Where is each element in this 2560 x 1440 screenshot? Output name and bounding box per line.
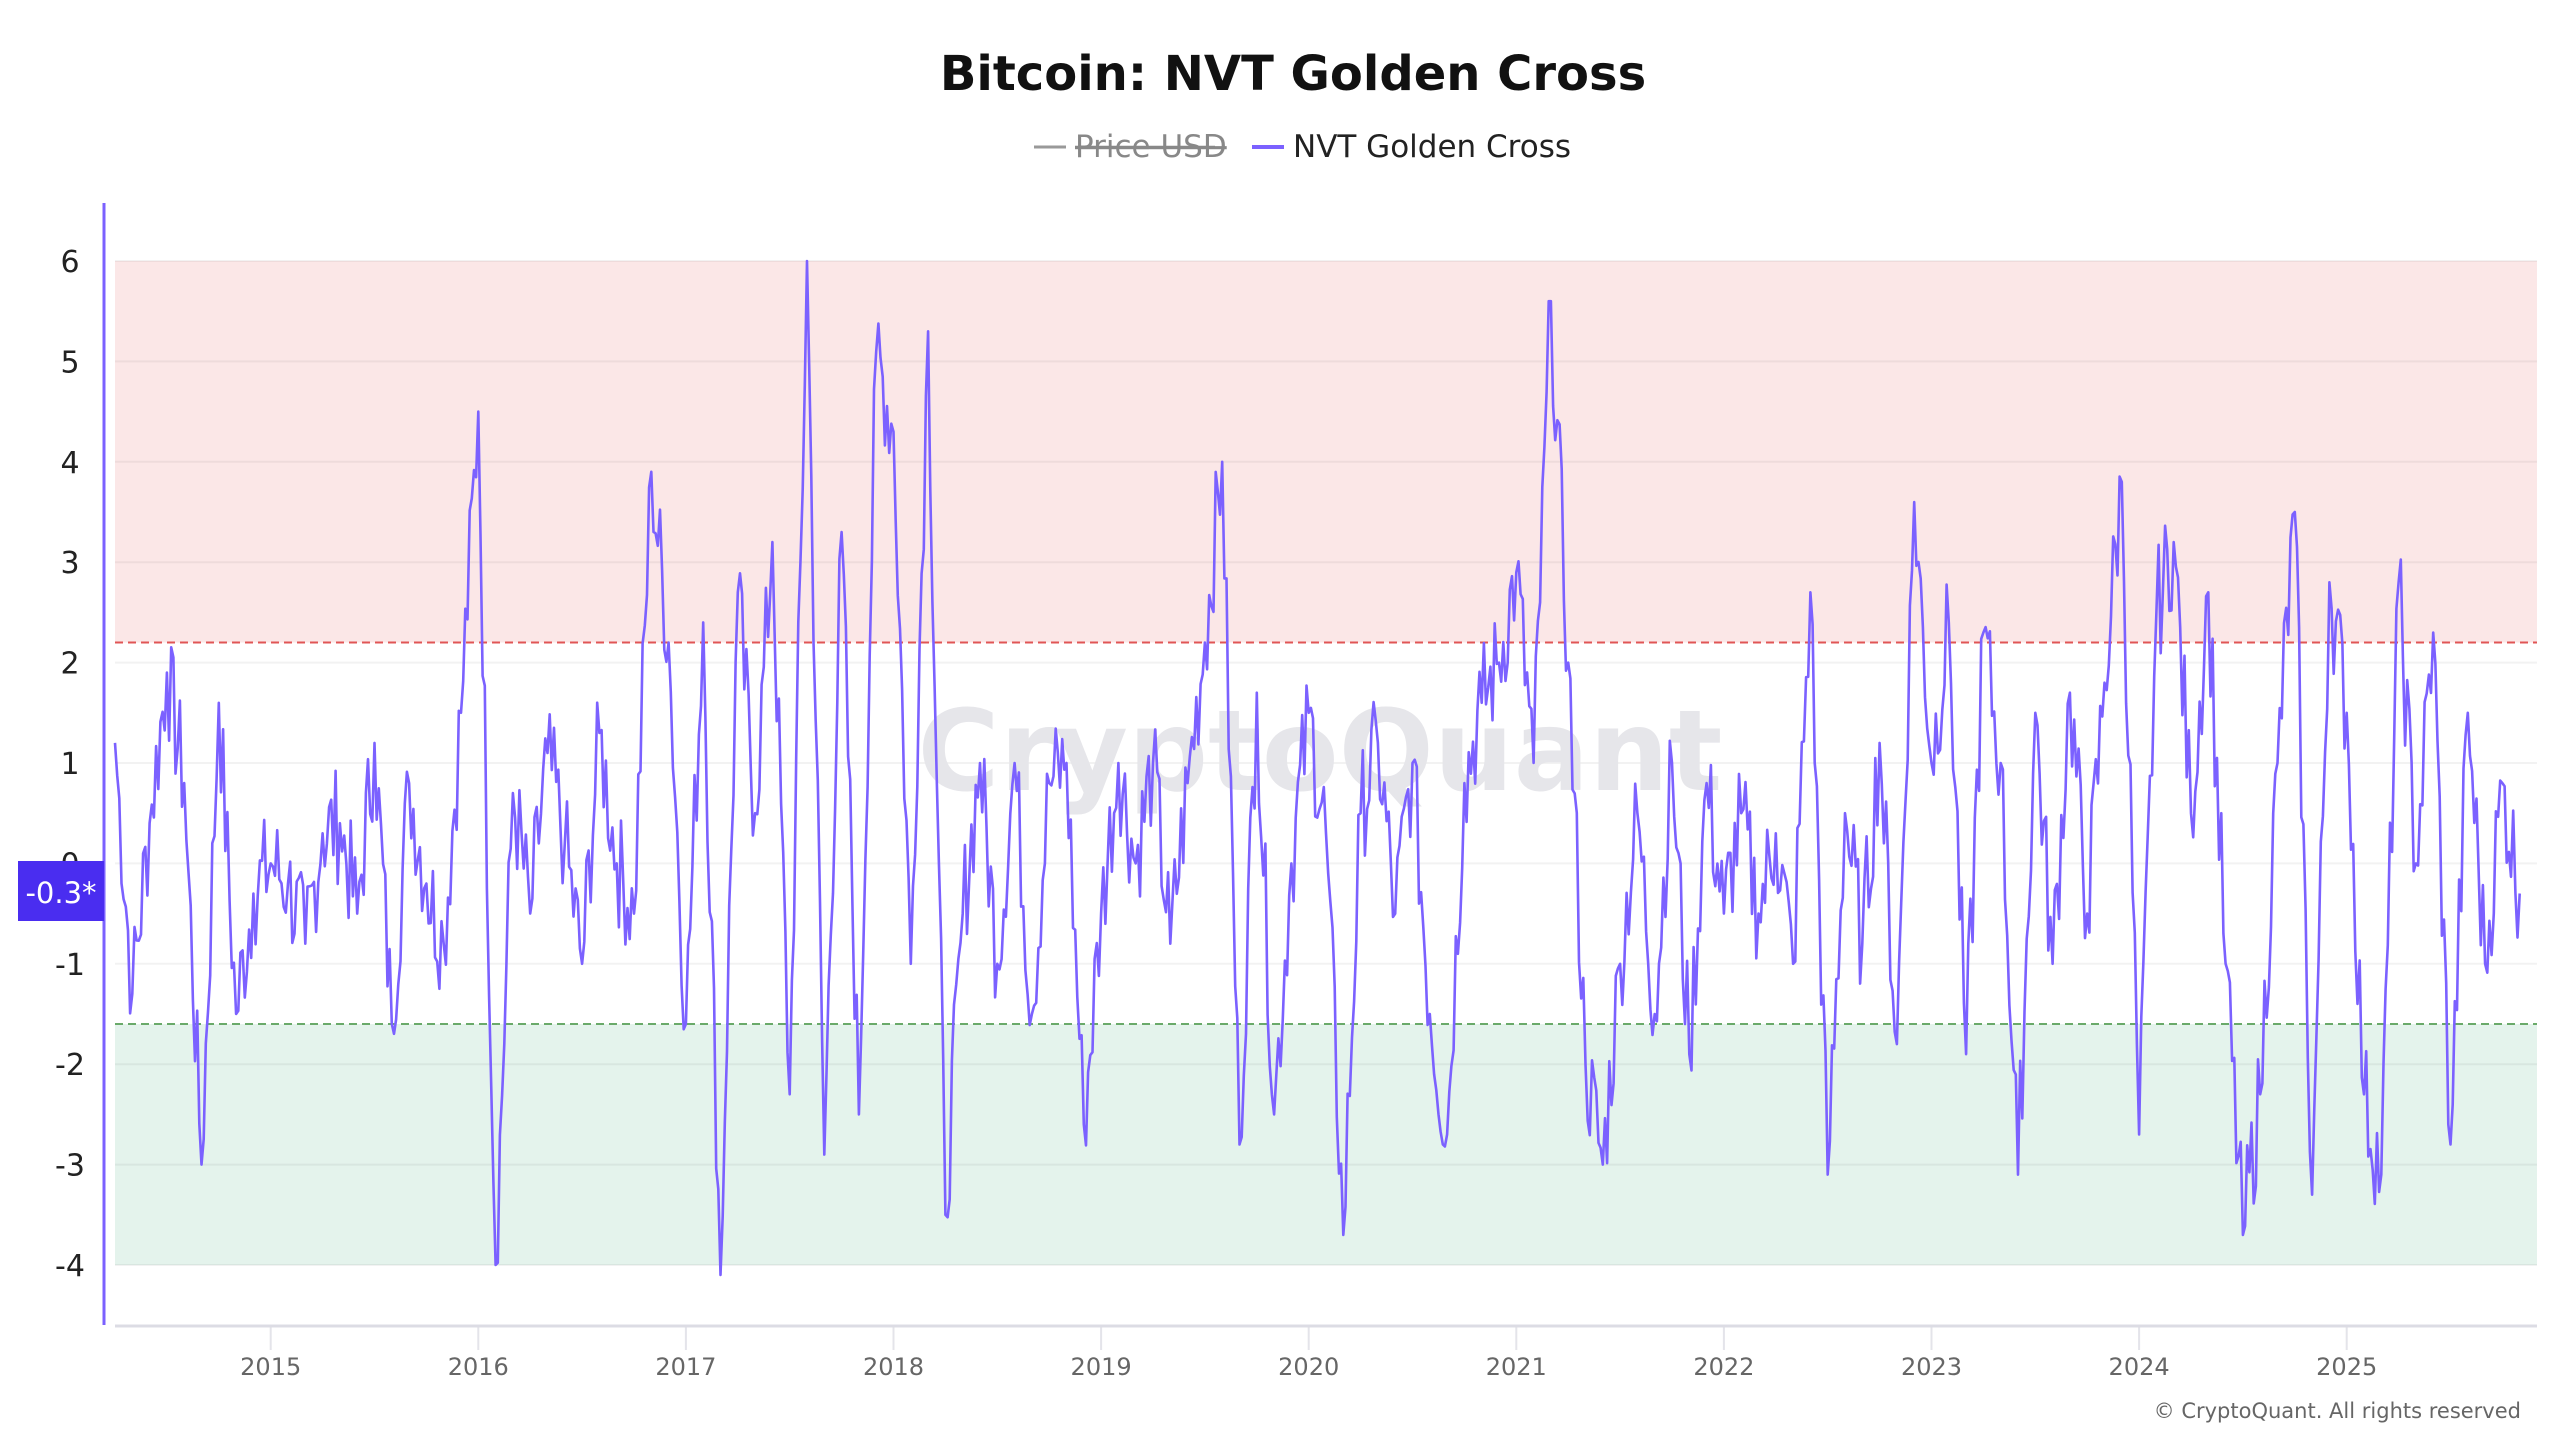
y-axis: 6543210-1-2-3-4 (55, 245, 85, 1284)
y-tick-label: 1 (60, 747, 79, 782)
gridlines (115, 260, 2537, 1266)
chart-title: Bitcoin: NVT Golden Cross (940, 46, 1646, 102)
y-tick-label: 3 (60, 546, 79, 581)
y-tick-label: -2 (55, 1048, 85, 1083)
copyright: © CryptoQuant. All rights reserved (2154, 1399, 2521, 1423)
current-value-badge-bg (18, 861, 104, 921)
x-tick-label: 2020 (1278, 1353, 1339, 1381)
y-tick-label: -4 (55, 1249, 85, 1284)
series-line (113, 259, 2521, 1277)
x-tick-label: 2017 (655, 1353, 716, 1381)
x-tick-label: 2015 (240, 1353, 301, 1381)
x-axis: 2015 2016 2017 2018 2019 2020 2021 2022 2023 2024… (240, 1326, 2377, 1381)
y-tick-label: 6 (60, 245, 79, 280)
legend-label-nvt: NVT Golden Cross (1293, 129, 1571, 165)
y-tick-label: 2 (60, 647, 79, 682)
series-nvt-golden-cross (113, 259, 2521, 1277)
x-tick-label: 2021 (1486, 1353, 1547, 1381)
legend-item-nvt-golden-cross[interactable]: NVT Golden Cross (1252, 129, 1571, 165)
x-tick-label: 2025 (2316, 1353, 2377, 1381)
y-tick-label: -1 (55, 948, 85, 983)
x-tick-label: 2018 (863, 1353, 924, 1381)
x-tick-label: 2024 (2109, 1353, 2170, 1381)
current-value-label: -0.3* (25, 876, 96, 910)
x-tick-label: 2019 (1071, 1353, 1132, 1381)
current-value-badge: -0.3* (18, 861, 104, 921)
y-tick-label: 4 (60, 446, 79, 481)
x-tick-label: 2023 (1901, 1353, 1962, 1381)
x-tick-label: 2016 (448, 1353, 509, 1381)
watermark: CryptoQuant (918, 687, 1723, 817)
legend-item-price-usd[interactable]: Price USD (1034, 129, 1227, 165)
threshold-bands (115, 261, 2537, 1265)
x-tick-label: 2022 (1693, 1353, 1754, 1381)
legend: Price USD NVT Golden Cross (1034, 129, 1571, 165)
band-undervalued (115, 1024, 2537, 1265)
band-overvalued (115, 261, 2537, 643)
y-tick-label: -3 (55, 1149, 85, 1184)
y-tick-label: 5 (60, 345, 79, 380)
